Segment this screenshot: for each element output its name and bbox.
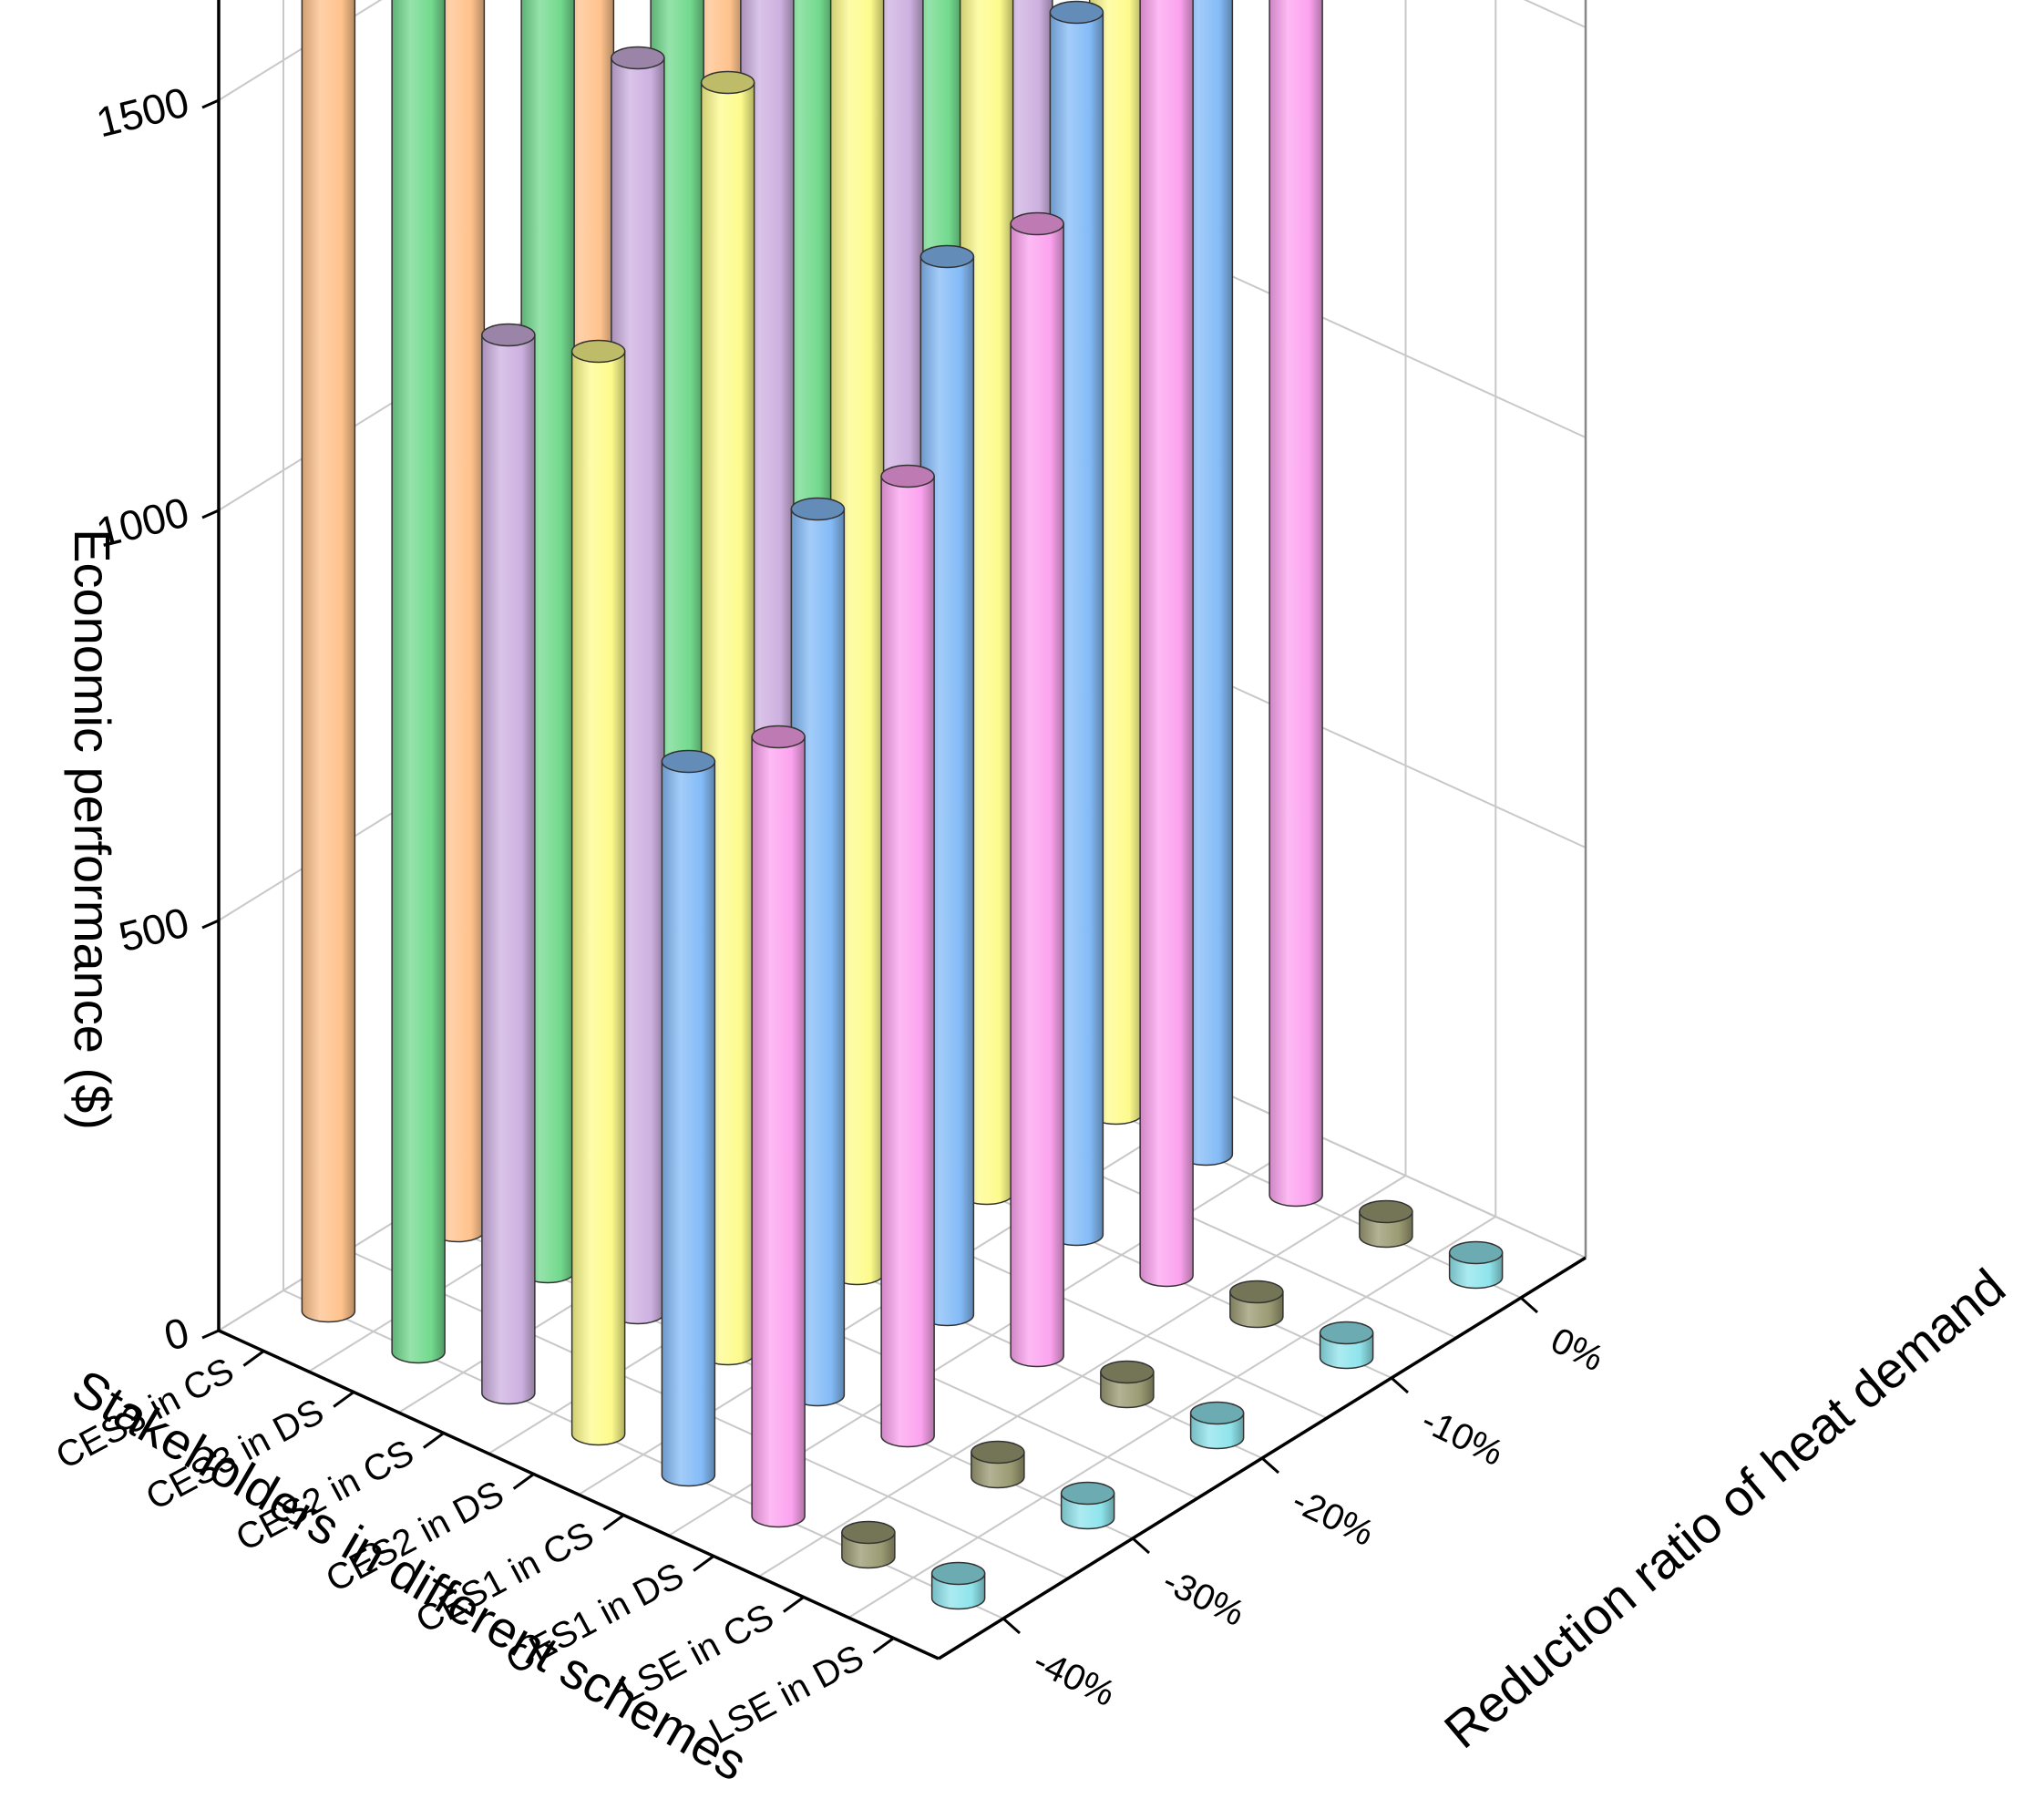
z-tick-mark bbox=[201, 509, 220, 519]
bar-body bbox=[1269, 0, 1323, 1208]
y-tick-label: -40% bbox=[1027, 1641, 1121, 1714]
bar-top bbox=[1229, 1280, 1284, 1304]
x-tick-mark bbox=[422, 1432, 445, 1449]
bar-top bbox=[1189, 1401, 1245, 1425]
bars bbox=[301, 0, 1504, 1610]
bar-body bbox=[1139, 0, 1194, 1288]
x-tick-mark bbox=[602, 1514, 625, 1531]
y-tick-label: -20% bbox=[1286, 1481, 1380, 1554]
x-tick-mark bbox=[242, 1350, 265, 1367]
x-tick-mark bbox=[872, 1637, 895, 1654]
bar bbox=[971, 1440, 1025, 1489]
bar bbox=[880, 464, 935, 1448]
bar bbox=[1359, 1199, 1413, 1249]
bar bbox=[301, 0, 356, 1323]
bar bbox=[1269, 0, 1323, 1208]
bar bbox=[570, 339, 626, 1446]
bar-body bbox=[661, 760, 716, 1487]
bar-top bbox=[1049, 0, 1104, 25]
y-tick-mark bbox=[1261, 1456, 1279, 1475]
bar-body bbox=[1010, 222, 1064, 1368]
z-tick-label: 0 bbox=[159, 1308, 193, 1360]
bar-top bbox=[930, 1561, 986, 1586]
bar-body bbox=[751, 735, 806, 1528]
bar-top bbox=[1010, 211, 1064, 236]
bar-body bbox=[481, 334, 536, 1405]
x-tick-mark bbox=[512, 1473, 535, 1490]
bar-top bbox=[1100, 1360, 1155, 1384]
bar-top bbox=[919, 244, 975, 269]
y-tick-label: -30% bbox=[1156, 1561, 1250, 1634]
z-tick-mark bbox=[201, 1329, 220, 1340]
bar bbox=[391, 0, 446, 1364]
bar-top bbox=[1319, 1321, 1374, 1345]
bar bbox=[1139, 0, 1194, 1288]
bar bbox=[661, 749, 716, 1487]
bar-body bbox=[570, 350, 626, 1446]
y-tick-mark bbox=[1002, 1617, 1021, 1635]
bar bbox=[1100, 1360, 1155, 1409]
y-tick-label: 0% bbox=[1545, 1321, 1609, 1380]
bar bbox=[841, 1520, 896, 1569]
bar-top bbox=[841, 1520, 896, 1545]
z-tick-mark bbox=[201, 98, 220, 109]
bar bbox=[1319, 1321, 1374, 1370]
bar bbox=[481, 323, 536, 1405]
bar bbox=[1189, 1401, 1245, 1450]
z-axis-title: Economic performance ($) bbox=[64, 529, 121, 1130]
bar-top bbox=[1359, 1199, 1413, 1224]
x-axis-line bbox=[218, 1329, 940, 1660]
y-tick-mark bbox=[1391, 1376, 1409, 1394]
bar-top bbox=[570, 339, 626, 364]
x-tick-mark bbox=[693, 1555, 715, 1572]
bar bbox=[751, 725, 806, 1528]
bar-top bbox=[1060, 1481, 1115, 1506]
bar bbox=[1229, 1280, 1284, 1329]
z-tick-label: 500 bbox=[114, 898, 193, 961]
bar-top bbox=[481, 323, 536, 347]
y-tick-label: -10% bbox=[1415, 1401, 1509, 1474]
bar-body bbox=[880, 475, 935, 1448]
bar bbox=[930, 1561, 986, 1610]
bar-top bbox=[1448, 1240, 1504, 1265]
bar-body bbox=[391, 0, 446, 1364]
x-tick-mark bbox=[782, 1596, 805, 1613]
y-axis-title: Reduction ratio of heat demand bbox=[1433, 1258, 2016, 1760]
bar-top bbox=[661, 749, 716, 774]
bar-top bbox=[751, 725, 806, 749]
bar-top bbox=[880, 464, 935, 488]
z-tick-label: 1500 bbox=[92, 77, 194, 146]
bar-top bbox=[790, 497, 846, 521]
bar bbox=[1010, 211, 1064, 1368]
y-tick-mark bbox=[1132, 1537, 1150, 1555]
bar-top bbox=[700, 70, 755, 95]
x-tick-mark bbox=[333, 1391, 355, 1408]
bar bbox=[1060, 1481, 1115, 1530]
z-tick-mark bbox=[201, 919, 220, 930]
bar-top bbox=[971, 1440, 1025, 1465]
bar-body bbox=[301, 0, 356, 1323]
bar-top bbox=[611, 46, 665, 70]
bar bbox=[1448, 1240, 1504, 1290]
y-tick-mark bbox=[1520, 1296, 1538, 1314]
